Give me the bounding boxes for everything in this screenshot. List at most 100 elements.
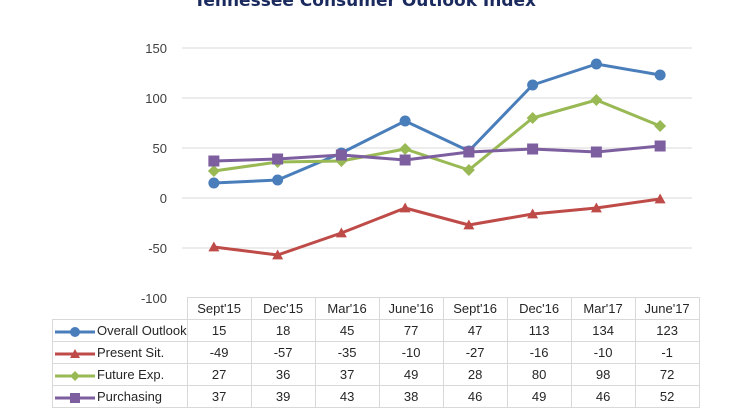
data-point (527, 79, 539, 91)
data-label: 27 (186, 363, 252, 386)
data-label: 37 (186, 385, 252, 408)
data-point (399, 202, 411, 213)
data-label: 77 (378, 319, 444, 342)
data-point (335, 227, 347, 238)
data-point (654, 120, 667, 132)
series-line (213, 197, 661, 257)
legend-key-icon (55, 392, 95, 403)
y-tick-label: 100 (145, 91, 167, 106)
data-label: 28 (442, 363, 508, 386)
series-present-sit (208, 193, 666, 260)
data-point (208, 241, 220, 252)
data-point (590, 146, 602, 158)
data-label: -27 (442, 341, 508, 364)
data-point (590, 58, 602, 70)
data-point (70, 370, 80, 381)
table-row: Present Sit. -49 -57 -35 -10 -27 -16 -10 -1 (52, 341, 700, 364)
legend-label: Overall Outlook (97, 323, 187, 338)
series-line (213, 98, 661, 173)
legend-entry: Overall Outlook (52, 319, 188, 342)
data-label: 15 (186, 319, 252, 342)
data-point (70, 348, 80, 358)
y-tick-label: 0 (160, 191, 167, 206)
data-label: 134 (570, 319, 636, 342)
data-point (207, 165, 220, 177)
data-label: -10 (378, 341, 444, 364)
data-label: -1 (634, 341, 700, 364)
legend-label: Future Exp. (97, 367, 165, 382)
data-label: 98 (570, 363, 636, 386)
data-point (208, 155, 220, 167)
data-label: 123 (634, 319, 700, 342)
data-point (527, 208, 539, 219)
data-label: 36 (250, 363, 316, 386)
data-table: Sept'15 Dec'15 Mar'16 June'16 Sept'16 Dec'16 M… (52, 297, 700, 408)
data-label: 46 (442, 385, 508, 408)
data-label: 49 (378, 363, 444, 386)
data-label: 47 (442, 319, 508, 342)
y-tick-label: 150 (145, 41, 167, 56)
data-label: 113 (506, 319, 572, 342)
gridlines (182, 47, 692, 249)
data-label: 46 (570, 385, 636, 408)
x-category-label: June'17 (634, 297, 700, 320)
data-point (654, 140, 666, 152)
data-point (70, 392, 80, 403)
legend-entry: Future Exp. (52, 363, 188, 386)
legend-key-icon (55, 326, 95, 337)
legend-entry: Purchasing (52, 385, 188, 408)
data-label: -49 (186, 341, 252, 364)
table-corner (52, 297, 188, 320)
data-point (399, 115, 411, 127)
x-category-label: Sept'15 (186, 297, 252, 320)
table-row: Future Exp. 27 36 37 49 28 80 98 72 (52, 363, 700, 386)
data-point (654, 193, 666, 204)
x-category-label: Dec'15 (250, 297, 316, 320)
data-label: -16 (506, 341, 572, 364)
data-label: 38 (378, 385, 444, 408)
data-point (399, 143, 412, 155)
data-point (208, 177, 220, 189)
data-label: 39 (250, 385, 316, 408)
data-label: -35 (314, 341, 380, 364)
data-point (654, 69, 666, 81)
data-label: 80 (506, 363, 572, 386)
data-label: 18 (250, 319, 316, 342)
data-table-header: Sept'15 Dec'15 Mar'16 June'16 Sept'16 Dec'16 M… (52, 297, 700, 320)
data-point (272, 249, 284, 260)
data-label: -57 (250, 341, 316, 364)
data-label: -10 (570, 341, 636, 364)
legend-entry: Present Sit. (52, 341, 188, 364)
series-lines (207, 58, 667, 260)
data-point (335, 149, 347, 161)
data-label: 72 (634, 363, 700, 386)
data-point (526, 112, 539, 124)
legend-key-icon (55, 370, 95, 381)
data-point (463, 219, 475, 230)
y-tick-label: -50 (148, 241, 167, 256)
data-point (590, 94, 603, 106)
series-overall-outlook (208, 58, 666, 189)
series-line (213, 62, 661, 185)
x-category-label: Sept'16 (442, 297, 508, 320)
table-row: Overall Outlook 15 18 45 77 47 113 134 123 (52, 319, 700, 342)
data-label: 45 (314, 319, 380, 342)
table-row: Purchasing 37 39 43 38 46 49 46 52 (52, 385, 700, 408)
data-label: 37 (314, 363, 380, 386)
x-category-label: June'16 (378, 297, 444, 320)
x-category-label: Mar'16 (314, 297, 380, 320)
legend-key-icon (55, 348, 95, 358)
data-label: 52 (634, 385, 700, 408)
legend-label: Purchasing (97, 389, 163, 404)
data-point (272, 174, 284, 186)
data-point (272, 153, 284, 165)
data-point (399, 154, 411, 166)
legend-label: Present Sit. (97, 345, 165, 360)
x-category-label: Dec'16 (506, 297, 572, 320)
data-label: 43 (314, 385, 380, 408)
data-point (463, 146, 475, 158)
y-tick-label: 50 (153, 141, 167, 156)
chart-title: Tennessee Consumer Outlook Index (193, 0, 537, 11)
series-purchasing (208, 140, 666, 167)
